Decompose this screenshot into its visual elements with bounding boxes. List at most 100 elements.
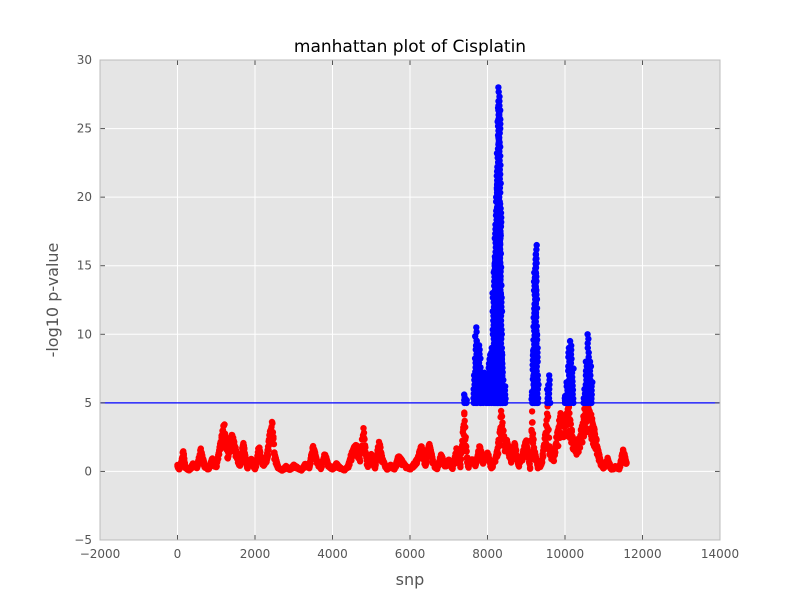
snp-point-blue xyxy=(496,97,503,105)
snp-point-blue xyxy=(497,317,505,324)
snp-point-blue xyxy=(499,351,506,359)
snp-point-red xyxy=(526,464,534,471)
snp-point-blue xyxy=(495,84,502,91)
snp-point-blue xyxy=(463,396,470,404)
x-tick-label: −2000 xyxy=(80,547,121,561)
snp-point-red xyxy=(270,440,278,448)
x-tick-label: 4000 xyxy=(317,547,348,561)
snp-point-blue xyxy=(498,303,505,311)
snp-point-blue xyxy=(534,399,542,407)
snp-point-red xyxy=(457,461,464,468)
snp-point-red xyxy=(545,426,552,434)
snp-point-blue xyxy=(546,385,553,393)
snp-point-blue xyxy=(473,324,480,331)
snp-point-red xyxy=(462,433,469,441)
snp-point-blue xyxy=(570,365,577,372)
snp-point-red xyxy=(544,413,552,420)
snp-point-blue xyxy=(545,395,553,402)
plot-frame xyxy=(99,59,721,541)
snp-point-blue xyxy=(497,125,504,132)
snp-point-blue xyxy=(497,273,504,280)
y-tick-label: 10 xyxy=(77,327,92,341)
x-ticks: −2000 0 2000 4000 6000 8000 10000 12000 14000 xyxy=(80,60,739,561)
snp-point-red xyxy=(269,420,276,427)
snp-point-red xyxy=(377,444,384,451)
snp-point-blue xyxy=(546,372,553,379)
x-tick-label: 8000 xyxy=(472,547,503,561)
snp-point-red xyxy=(529,430,537,437)
snp-point-red xyxy=(457,455,465,463)
snp-point-red xyxy=(540,453,547,460)
snp-point-red xyxy=(576,444,584,451)
snp-point-blue xyxy=(584,331,591,338)
snp-point-red xyxy=(307,460,314,467)
snp-point-red xyxy=(270,433,277,440)
snp-point-red xyxy=(463,448,470,455)
snp-point-blue xyxy=(568,346,575,354)
snp-point-blue xyxy=(497,289,504,297)
x-axis-label: snp xyxy=(396,570,425,589)
y-tick-label: 30 xyxy=(77,53,92,67)
snp-point-blue xyxy=(496,102,503,109)
snp-point-red xyxy=(264,452,272,459)
snp-point-blue xyxy=(497,241,504,248)
snp-point-blue xyxy=(533,241,540,249)
snp-point-red xyxy=(265,446,272,454)
y-tick-label: 0 xyxy=(84,464,92,478)
snp-point-red xyxy=(360,429,368,436)
snp-point-red xyxy=(579,439,586,446)
snp-point-blue xyxy=(497,189,504,196)
y-tick-label: 5 xyxy=(84,396,92,410)
snp-point-blue xyxy=(534,358,541,365)
snp-point-blue xyxy=(496,139,503,146)
snp-point-blue xyxy=(533,340,540,347)
snp-point-blue xyxy=(589,379,596,386)
snp-point-red xyxy=(623,460,630,467)
snp-point-red xyxy=(495,450,502,457)
snp-point-blue xyxy=(498,214,505,221)
snp-point-red xyxy=(237,460,244,467)
x-tick-label: 0 xyxy=(174,547,182,561)
snp-point-red xyxy=(361,436,368,443)
y-tick-label: 20 xyxy=(77,190,92,204)
snp-point-blue xyxy=(475,342,483,349)
snp-point-red xyxy=(527,456,534,463)
snp-point-red xyxy=(356,458,364,465)
data-points xyxy=(174,84,630,474)
snp-point-blue xyxy=(534,349,541,356)
snp-point-blue xyxy=(498,218,505,226)
snp-point-blue xyxy=(499,372,506,379)
snp-point-blue xyxy=(546,381,553,388)
snp-point-blue xyxy=(497,259,504,266)
chart-title: manhattan plot of Cisplatin xyxy=(294,37,526,57)
snp-point-blue xyxy=(533,278,540,285)
snp-point-red xyxy=(461,409,468,416)
snp-point-blue xyxy=(545,390,553,397)
snp-point-blue xyxy=(498,331,505,338)
snp-point-blue xyxy=(498,299,505,306)
snp-point-blue xyxy=(495,88,502,96)
snp-point-blue xyxy=(496,200,504,208)
snp-point-blue xyxy=(497,321,505,329)
y-tick-label: 25 xyxy=(77,122,92,136)
snp-point-red xyxy=(568,426,575,433)
snp-point-red xyxy=(461,417,468,425)
snp-point-red xyxy=(550,457,558,465)
snp-point-blue xyxy=(461,391,468,398)
x-tick-label: 12000 xyxy=(623,547,661,561)
snp-point-red xyxy=(593,437,600,444)
snp-point-red xyxy=(555,442,562,450)
snp-point-blue xyxy=(497,120,504,128)
snp-point-blue xyxy=(496,246,504,253)
snp-point-red xyxy=(221,421,228,428)
snp-point-blue xyxy=(498,326,505,333)
snp-point-blue xyxy=(534,376,541,384)
snp-point-blue xyxy=(496,175,503,183)
snp-point-red xyxy=(566,410,573,417)
snp-point-red xyxy=(512,446,520,454)
y-tick-label: 15 xyxy=(77,259,92,273)
snp-point-blue xyxy=(586,358,594,365)
snp-point-red xyxy=(529,419,536,426)
y-axis-label: -log10 p-value xyxy=(43,243,62,358)
